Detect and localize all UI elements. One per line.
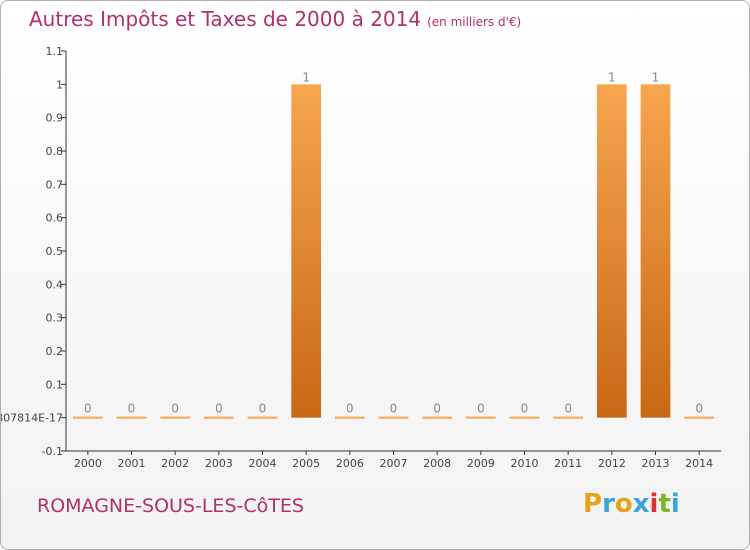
chart-subtitle: (en milliers d'€) (427, 15, 522, 29)
logo-letter: o (614, 489, 633, 519)
bar (203, 416, 234, 419)
x-tick-label: 2000 (74, 457, 102, 470)
y-tick-label: 0.9 (46, 112, 64, 125)
bar (72, 416, 103, 419)
data-label: 0 (564, 402, 572, 416)
y-tick-label: -0.1 (42, 445, 63, 458)
x-tick-label: 2005 (292, 457, 320, 470)
y-tick-label: -1.3877787807814E-17 (1, 412, 63, 425)
bar (334, 416, 365, 419)
logo-letter: i (670, 489, 680, 519)
bar (116, 416, 147, 419)
bar (596, 84, 627, 418)
logo-letter: t (658, 489, 671, 519)
x-tick-label: 2002 (161, 457, 189, 470)
bar (291, 84, 322, 418)
bars (72, 84, 715, 419)
bar (509, 416, 540, 419)
y-tick-label: 0.8 (46, 145, 64, 158)
logo-letter: r (602, 489, 615, 519)
data-label: 1 (608, 70, 616, 84)
data-labels: 0 0 0 0 0 1 0 0 0 0 0 0 1 1 0 (84, 70, 703, 415)
data-label: 0 (695, 402, 703, 416)
x-tick-label: 2012 (598, 457, 626, 470)
x-tick-label: 2008 (423, 457, 451, 470)
y-tick-label: 0.2 (46, 345, 64, 358)
x-tick-label: 2001 (118, 457, 146, 470)
commune-name: ROMAGNE-SOUS-LES-CôTES (37, 495, 304, 517)
y-tick-label: 0.4 (46, 278, 64, 291)
logo-letter: x (632, 489, 650, 519)
bar (422, 416, 453, 419)
bar (160, 416, 191, 419)
x-tick-label: 2007 (380, 457, 408, 470)
logo-letter: P (583, 489, 603, 519)
data-label: 1 (652, 70, 660, 84)
x-tick-label: 2004 (249, 457, 277, 470)
y-tick-label: 0.7 (46, 178, 64, 191)
data-label: 0 (259, 402, 267, 416)
data-label: 0 (215, 402, 223, 416)
x-tick-label: 2011 (554, 457, 582, 470)
data-label: 0 (171, 402, 179, 416)
x-tick-label: 2003 (205, 457, 233, 470)
data-label: 0 (390, 402, 398, 416)
proxiti-logo[interactable]: Proxiti (583, 489, 680, 519)
y-tick-label: 1 (56, 78, 63, 91)
y-tick-label: 0.1 (46, 378, 64, 391)
logo-letter: i (649, 489, 659, 519)
y-tick-label: 0.5 (46, 245, 64, 258)
chart-title-text: Autres Impôts et Taxes de 2000 à 2014 (29, 7, 422, 31)
data-label: 0 (477, 402, 485, 416)
y-tick-label: 0.3 (46, 312, 64, 325)
x-tick-label: 2006 (336, 457, 364, 470)
data-label: 0 (128, 402, 136, 416)
bar (378, 416, 409, 419)
data-label: 0 (346, 402, 354, 416)
bar (640, 84, 671, 418)
data-label: 0 (433, 402, 441, 416)
bar (553, 416, 584, 419)
data-label: 0 (84, 402, 92, 416)
x-tick-label: 2009 (467, 457, 495, 470)
x-axis: 2000 2001 2002 2003 2004 2005 2006 2007 2008 2009… (66, 450, 721, 470)
y-tick-label: 1.1 (46, 45, 64, 58)
x-tick-label: 2014 (685, 457, 713, 470)
data-label: 0 (521, 402, 529, 416)
chart-title: Autres Impôts et Taxes de 2000 à 2014 (en… (29, 7, 521, 31)
data-label: 1 (302, 70, 310, 84)
x-tick-label: 2010 (511, 457, 539, 470)
bar (465, 416, 496, 419)
y-axis: -0.1 -1.3877787807814E-17 0.1 0.2 0.3 0.4 0.5 0… (1, 45, 67, 458)
bar (247, 416, 278, 419)
x-tick-label: 2013 (642, 457, 670, 470)
bar (684, 416, 715, 419)
y-tick-label: 0.6 (46, 212, 64, 225)
